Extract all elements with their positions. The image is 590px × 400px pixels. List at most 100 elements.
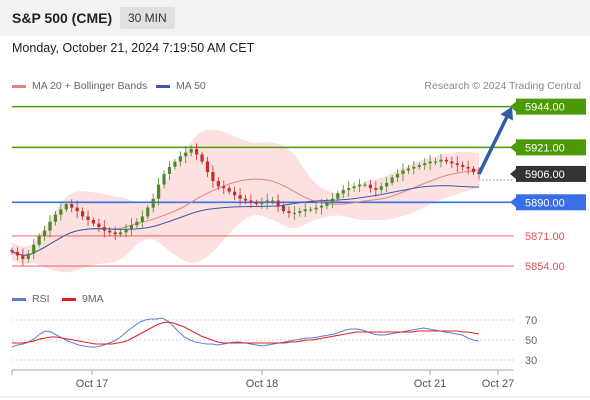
level-box-2 — [516, 165, 586, 182]
candle-body — [390, 177, 394, 183]
candle-body — [379, 186, 383, 190]
legend-rsi: RSI — [12, 293, 50, 305]
candle-body — [423, 163, 427, 166]
candle-body — [146, 207, 150, 217]
candle-body — [108, 230, 112, 233]
candle-body — [249, 200, 253, 203]
candle-body — [271, 200, 275, 202]
candle-body — [75, 207, 79, 212]
legend-rsi-label: RSI — [32, 293, 50, 305]
legend-ma50-label: MA 50 — [176, 80, 206, 92]
legend-ma20-swatch — [12, 84, 26, 88]
candle-body — [309, 209, 313, 211]
level-label-4: 5871.00 — [525, 231, 565, 243]
candle-body — [401, 170, 405, 174]
candle-body — [347, 188, 351, 190]
candle-body — [173, 161, 177, 167]
ma50-line — [11, 185, 480, 256]
candle-body — [455, 163, 459, 166]
candle-body — [444, 159, 449, 162]
legend-ma50-swatch — [156, 84, 170, 88]
candle-body — [135, 221, 139, 226]
legend-rsi-ma: 9MA — [62, 293, 104, 305]
header-bar: S&P 500 (CME) 30 MIN — [0, 0, 590, 36]
candles — [10, 143, 481, 266]
candle-body — [42, 230, 47, 236]
forecast-arrow-shaft — [477, 116, 509, 175]
candle-body — [471, 168, 476, 173]
level-label-5: 5854.00 — [525, 261, 565, 273]
candle-body — [461, 165, 465, 167]
level-label-1: 5921.00 — [525, 142, 565, 154]
candle-body — [124, 228, 128, 233]
level-label-2: 5906.00 — [525, 169, 565, 181]
candle-body — [352, 186, 356, 189]
candle-body — [97, 223, 101, 228]
x-tick-label-0: Oct 17 — [76, 378, 108, 390]
candle-body — [265, 200, 269, 203]
candle-body — [260, 202, 264, 205]
candle-body — [21, 255, 25, 259]
candle-body — [80, 211, 85, 217]
candle-body — [129, 225, 134, 229]
candle-body — [53, 214, 58, 222]
x-tick-label-1: Oct 18 — [246, 378, 278, 390]
candle-body — [26, 253, 30, 259]
candle-body — [113, 232, 117, 235]
candle-body — [102, 227, 106, 231]
timestamp: Monday, October 21, 2024 7:19:50 AM CET — [12, 41, 255, 55]
candle-body — [227, 188, 231, 192]
candle-body — [336, 193, 340, 199]
level-pointer-2 — [510, 168, 516, 179]
candle-body — [439, 159, 443, 162]
level-box-0 — [516, 98, 586, 115]
candle-body — [363, 184, 367, 186]
instrument-title: S&P 500 (CME) — [12, 10, 113, 26]
legend-rsi-swatch — [12, 297, 26, 301]
candle-body — [330, 198, 334, 203]
legend-ma20-label: MA 20 + Bollinger Bands — [32, 80, 148, 92]
candle-body — [341, 189, 345, 194]
x-tick-label-2: Oct 21 — [414, 378, 446, 390]
candle-body — [167, 166, 172, 174]
candle-body — [314, 207, 318, 210]
candle-body — [243, 198, 248, 201]
candle-body — [319, 205, 324, 208]
legend-rsi-ma-label: 9MA — [82, 293, 104, 305]
candle-body — [222, 186, 226, 189]
candle-body — [200, 154, 204, 162]
candle-body — [276, 200, 280, 206]
candle-body — [412, 166, 416, 169]
level-pointer-0 — [510, 101, 516, 112]
candle-body — [70, 204, 74, 208]
legend-ma20: MA 20 + Bollinger Bands — [12, 80, 147, 92]
candle-body — [162, 173, 166, 185]
level-label-0: 5944.00 — [525, 102, 565, 114]
candle-body — [466, 166, 470, 169]
candle-body — [205, 161, 210, 173]
level-box-3 — [516, 194, 586, 211]
candle-body — [48, 221, 52, 231]
candle-body — [184, 152, 188, 157]
candle-body — [325, 202, 329, 206]
candle-body — [374, 188, 378, 190]
candle-body — [368, 184, 372, 189]
candle-body — [32, 244, 36, 254]
candle-body — [287, 211, 291, 213]
candle-body — [303, 209, 307, 212]
candle-body — [406, 168, 411, 171]
level-box-1 — [516, 139, 586, 156]
candle-body — [119, 232, 123, 235]
candle-body — [357, 184, 362, 187]
timeframe-selector[interactable]: 30 MIN — [120, 7, 175, 29]
candle-body — [211, 172, 215, 182]
candle-body — [417, 165, 421, 167]
candle-body — [450, 161, 454, 164]
candle-body — [395, 173, 400, 178]
candle-body — [254, 202, 258, 205]
candle-body — [178, 156, 182, 162]
candle-body — [433, 161, 438, 163]
copyright: Research © 2024 Trading Central — [424, 80, 581, 92]
x-tick-label-3: Oct 27 — [482, 378, 514, 390]
